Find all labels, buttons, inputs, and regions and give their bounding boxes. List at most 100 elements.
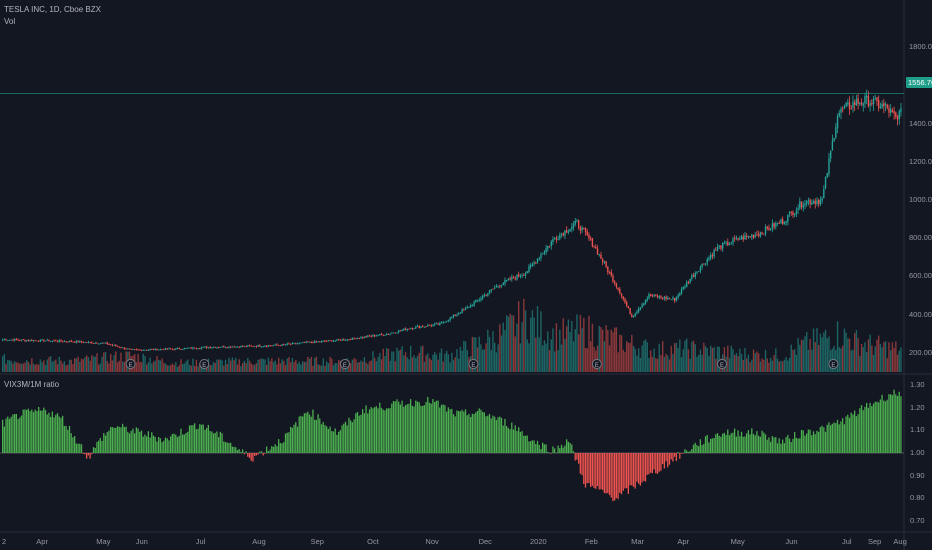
volume-bar: [180, 359, 182, 372]
volume-bar: [607, 329, 609, 372]
ratio-bar: [123, 426, 125, 453]
ratio-bar: [99, 437, 101, 453]
volume-bar: [224, 359, 227, 372]
candle: [447, 320, 450, 321]
volume-bar: [615, 327, 618, 372]
ratio-bar: [408, 403, 410, 453]
candle: [231, 346, 234, 348]
volume-bar: [26, 360, 28, 372]
volume-bar: [332, 365, 335, 372]
ratio-bar: [758, 435, 760, 453]
volume-bar: [895, 341, 897, 372]
ratio-bar: [266, 446, 268, 453]
ratio-bar: [79, 443, 81, 453]
volume-bar: [847, 338, 849, 372]
ratio-bar: [279, 443, 281, 453]
candle: [698, 271, 700, 273]
ratio-bar: [363, 413, 365, 453]
ratio-bar: [785, 437, 787, 453]
ratio-bar: [134, 433, 136, 453]
volume-bar: [7, 359, 9, 372]
volume-bar: [754, 353, 756, 372]
volume-bar: [123, 361, 126, 372]
candle: [682, 287, 684, 290]
ratio-bar: [98, 440, 100, 453]
ratio-bar: [804, 435, 806, 453]
ratio-bar: [494, 416, 496, 453]
volume-bar: [483, 349, 486, 372]
ratio-bar: [252, 453, 254, 462]
candle: [459, 313, 462, 314]
candle: [211, 347, 213, 349]
volume-bar: [197, 366, 199, 372]
ratio-bar: [643, 453, 645, 481]
candle: [809, 199, 811, 205]
volume-bar: [818, 345, 820, 372]
volume-bar: [773, 355, 775, 372]
volume-bar: [228, 357, 230, 372]
volume-bar: [667, 355, 669, 372]
ratio-bar: [170, 436, 172, 453]
ratio-bar: [185, 432, 187, 453]
candle: [524, 273, 527, 276]
volume-bar: [279, 363, 282, 372]
ratio-bar: [485, 416, 487, 453]
volume-bar: [838, 347, 840, 372]
ratio-bar: [739, 436, 741, 453]
volume-bar: [524, 310, 527, 372]
volume-bar: [716, 346, 719, 372]
candle: [403, 328, 405, 330]
ratio-bar: [377, 408, 379, 453]
ratio-bar: [101, 440, 103, 453]
volume-bar: [41, 362, 43, 372]
candle: [722, 242, 724, 249]
ratio-bar: [617, 453, 619, 500]
volume-bar: [322, 358, 324, 372]
volume-bar: [362, 361, 364, 372]
volume-bar: [182, 364, 184, 372]
candle: [554, 238, 556, 240]
ratio-bar: [626, 453, 628, 489]
candle: [34, 340, 36, 342]
volume-bar: [303, 362, 306, 372]
price-tick-label: 1200.00: [909, 156, 932, 166]
ratio-bar: [188, 425, 191, 453]
ratio-bar: [773, 437, 775, 453]
candle: [547, 245, 549, 249]
ratio-bar: [800, 429, 803, 453]
ratio-bar: [348, 417, 350, 453]
ratio-bar: [295, 422, 297, 453]
volume-bar: [17, 362, 19, 372]
candle: [466, 307, 468, 308]
ratio-bar: [878, 402, 880, 453]
candle: [132, 349, 134, 351]
volume-bar: [521, 322, 523, 372]
ratio-bar: [180, 428, 182, 453]
candle: [653, 294, 655, 296]
candle: [334, 340, 336, 342]
ratio-bar: [434, 402, 436, 453]
volume-bar: [488, 336, 491, 372]
volume-bar: [451, 352, 453, 372]
ratio-bar: [17, 419, 19, 453]
volume-bar: [466, 350, 468, 372]
ratio-bar: [447, 407, 449, 453]
ratio-bar: [662, 453, 664, 465]
candle: [183, 348, 186, 350]
volume-bar: [548, 350, 551, 372]
ratio-bar: [262, 453, 264, 456]
volume-bar: [665, 353, 667, 372]
ratio-bar: [567, 441, 569, 453]
ratio-bar: [68, 425, 71, 453]
ratio-bar: [538, 444, 540, 453]
candle: [111, 344, 114, 346]
ratio-bar: [562, 447, 564, 453]
candle: [386, 334, 388, 335]
candle: [295, 342, 297, 344]
volume-bar: [394, 361, 396, 372]
candle: [740, 236, 743, 240]
candle: [802, 205, 804, 208]
ratio-bar: [615, 453, 617, 498]
volume-bar: [104, 352, 107, 372]
